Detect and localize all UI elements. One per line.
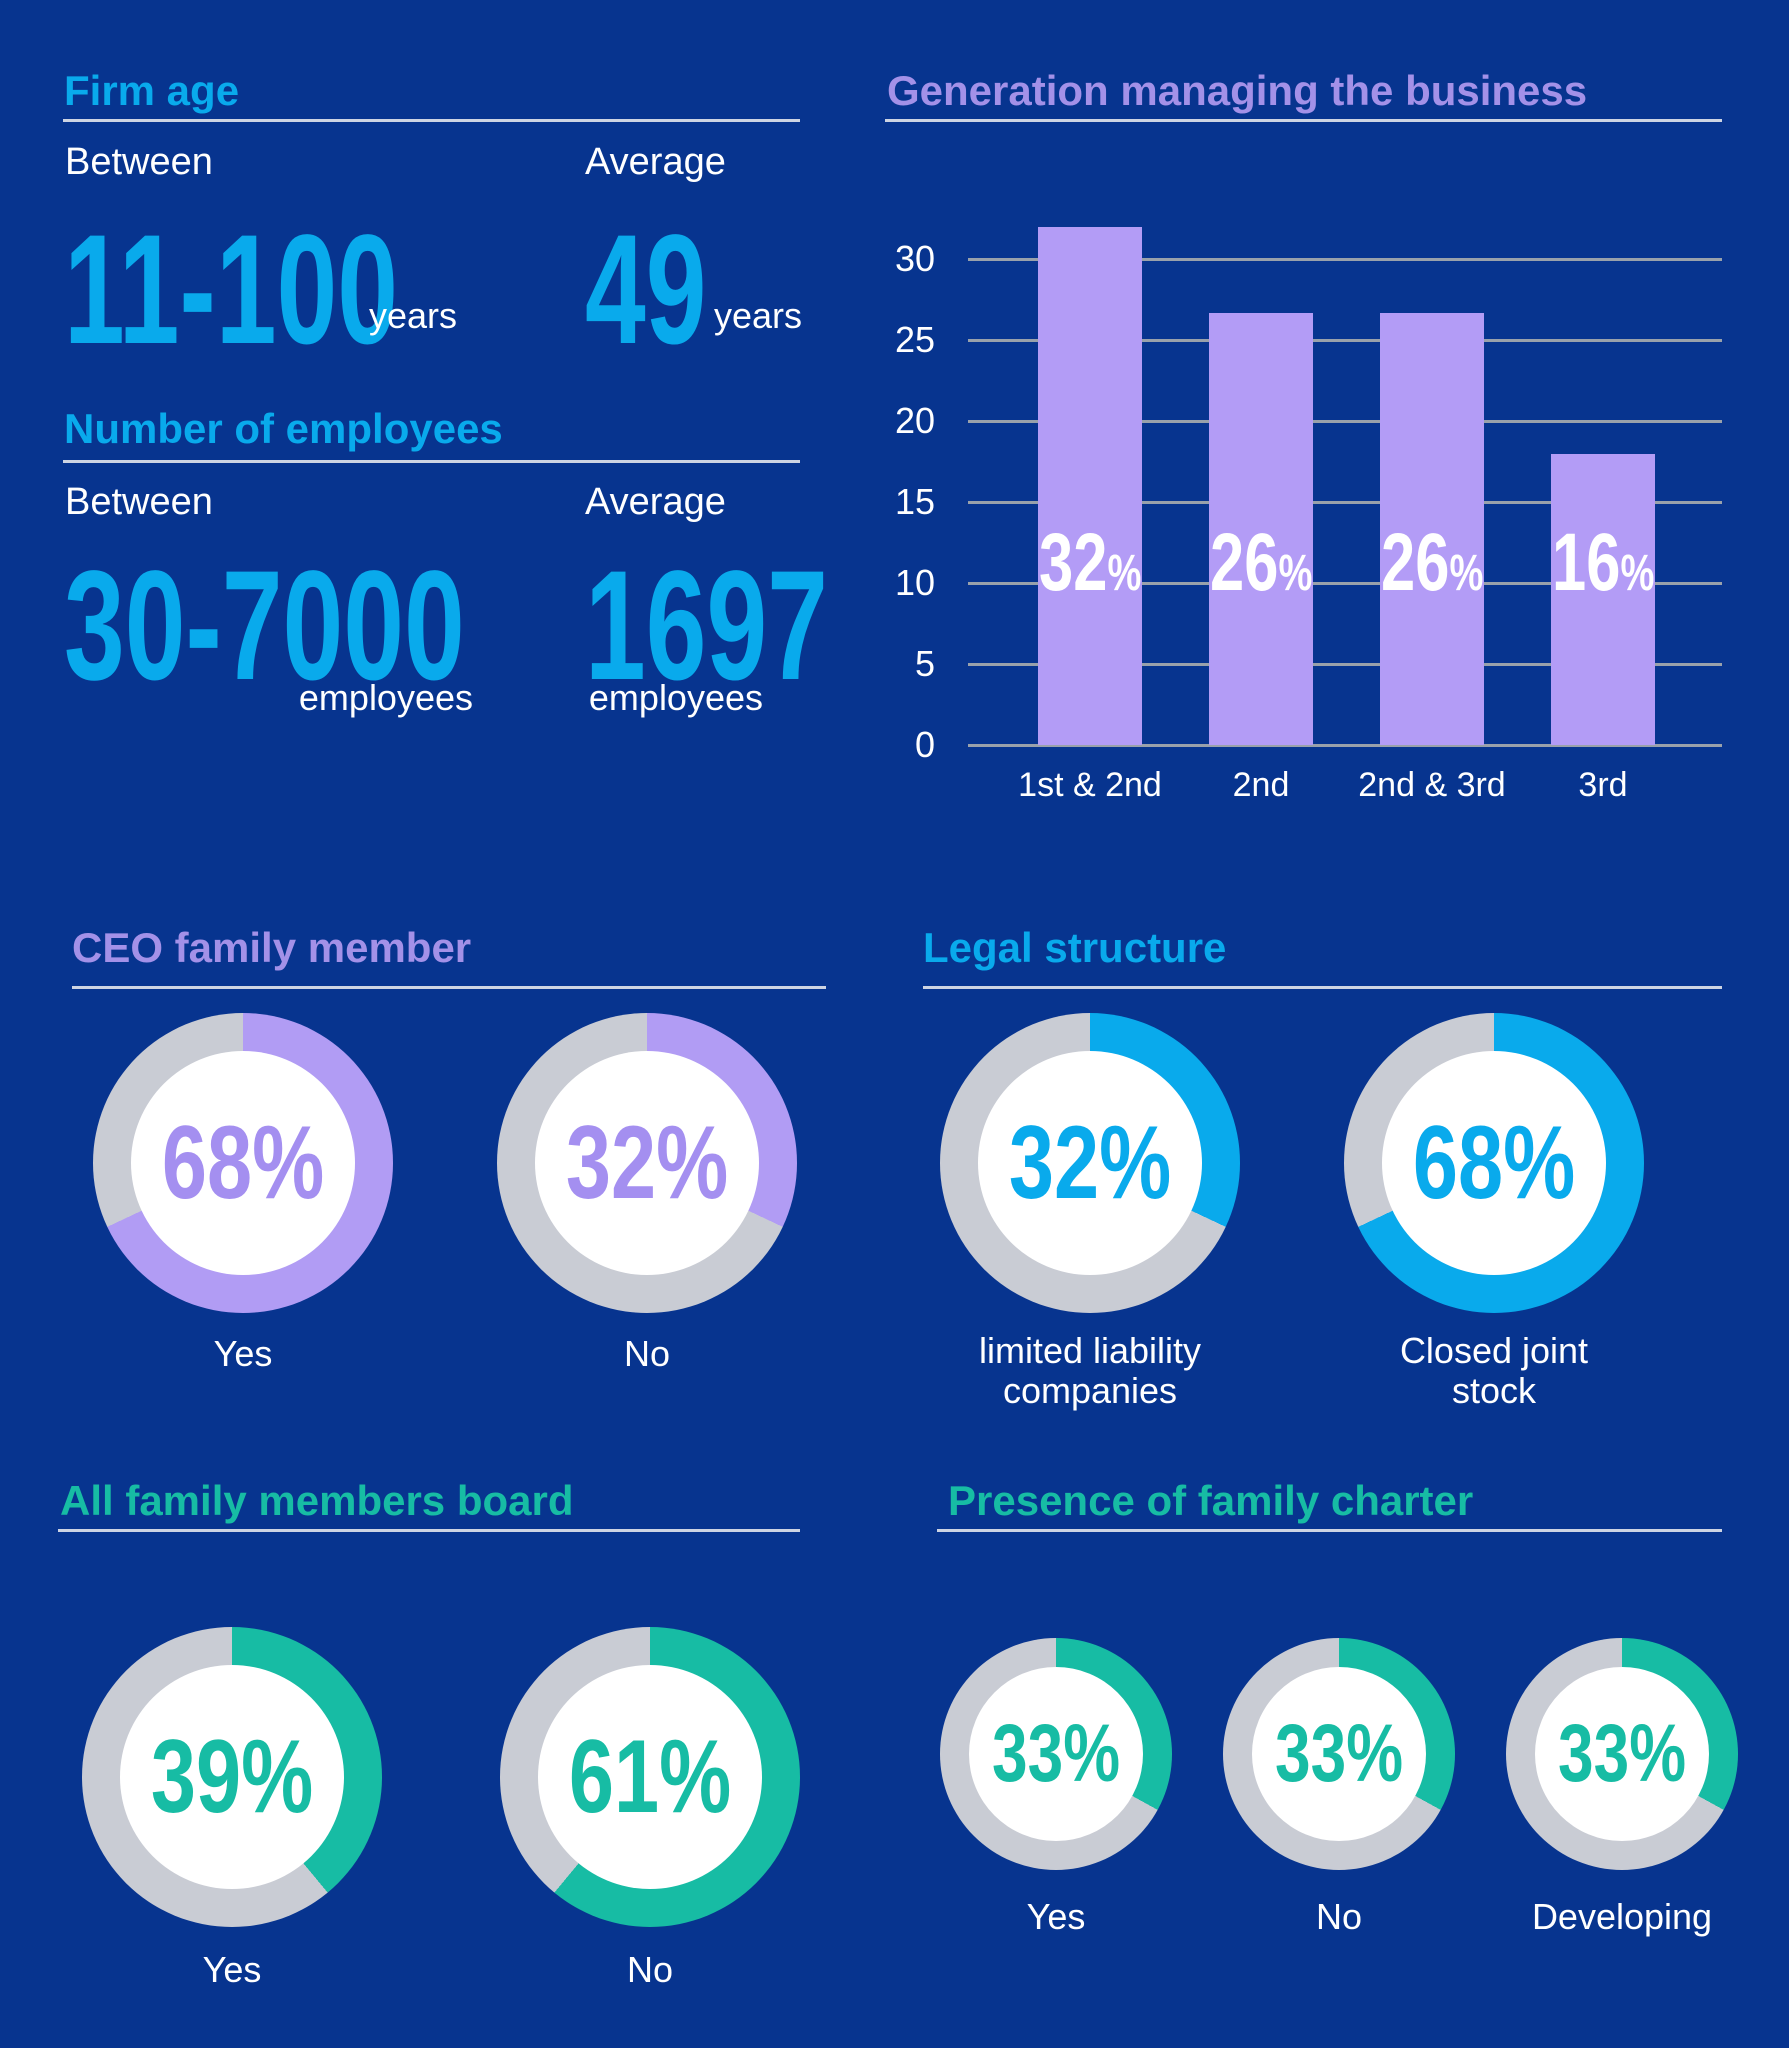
firm-age-title: Firm age (64, 67, 240, 114)
bar-value-label: 16% (1513, 522, 1693, 604)
donut-percent: 33% (940, 1638, 1172, 1870)
employees-divider (63, 460, 800, 463)
bar-chart-title: Generation managing the business (887, 67, 1588, 114)
bar-3rd (1551, 454, 1655, 745)
donut-label: Closed joint stock (1399, 1330, 1589, 1411)
gridline-30 (968, 258, 1722, 261)
y-tick-0: 0 (914, 724, 935, 765)
donut-percent: 68% (93, 1013, 393, 1313)
bar-2nd (1209, 313, 1313, 745)
ceo-family-member-title: CEO family member (72, 924, 472, 971)
y-tick-10: 10 (894, 562, 935, 603)
donut-hole (131, 1051, 355, 1275)
donut-percent: 68% (1344, 1013, 1644, 1313)
x-label-1st & 2nd: 1st & 2nd (1018, 766, 1162, 804)
donut-hole (538, 1665, 762, 1889)
donut-label: Yes (202, 1949, 262, 1990)
donut-percent-text: 32% (565, 1105, 729, 1221)
donut-hole (1535, 1667, 1709, 1841)
y-tick-15: 15 (894, 481, 935, 522)
employees-average-suffix: employees (588, 677, 763, 718)
ceo-family-member-divider (72, 986, 826, 989)
donut-hole (120, 1665, 344, 1889)
donut-label: Developing (1531, 1896, 1713, 1937)
bar-1st & 2nd (1038, 227, 1142, 745)
donut-label: No (1315, 1896, 1363, 1937)
donut-percent-text: 39% (150, 1719, 314, 1835)
family-charter-divider (937, 1529, 1722, 1532)
bar-2nd & 3rd (1380, 313, 1484, 745)
employees-average-value: 1697 (585, 539, 828, 713)
donut-hole (1252, 1667, 1426, 1841)
donut-percent-text: 61% (568, 1719, 732, 1835)
donut-label: No (626, 1949, 674, 1990)
bar-value-label: 26% (1342, 522, 1522, 604)
gridline-5 (968, 663, 1722, 666)
bar-value-label: 32% (1000, 522, 1180, 604)
firm-age-between-label: Between (65, 141, 213, 183)
bar-value-text: 26% (1380, 517, 1484, 608)
firm-age-average-value: 49 (585, 203, 707, 377)
firm-age-average-suffix: years (714, 295, 803, 336)
donut-label: Yes (213, 1333, 273, 1374)
firm-age-divider (63, 119, 800, 122)
donut-label: Yes (1026, 1896, 1086, 1937)
donut-label: No (623, 1333, 671, 1374)
x-label-2nd & 3rd: 2nd & 3rd (1358, 766, 1506, 804)
bar-value-text: 32% (1038, 517, 1142, 608)
employees-title: Number of employees (64, 405, 503, 452)
x-label-3rd: 3rd (1578, 766, 1628, 804)
bar-value-text: 16% (1551, 517, 1655, 608)
employees-average-label: Average (585, 481, 726, 523)
gridline-15 (968, 501, 1722, 504)
donut-hole (969, 1667, 1143, 1841)
y-tick-20: 20 (894, 400, 935, 441)
bar-value-label: 26% (1171, 522, 1351, 604)
y-tick-30: 30 (894, 238, 935, 279)
donut-hole (1382, 1051, 1606, 1275)
gridline-0 (968, 744, 1722, 747)
donut-label: limited liability companies (978, 1330, 1202, 1411)
donut-percent-text: 33% (991, 1708, 1121, 1799)
firm-age-average-label: Average (585, 141, 726, 183)
legal-structure-title: Legal structure (923, 924, 1227, 971)
firm-age-between-suffix: years (369, 295, 458, 336)
donut-percent: 39% (82, 1627, 382, 1927)
donut-percent-text: 32% (1008, 1105, 1172, 1221)
donut-hole (535, 1051, 759, 1275)
bar-value-text: 26% (1209, 517, 1313, 608)
employees-between-value: 30-7000 (64, 539, 465, 713)
x-label-2nd: 2nd (1232, 766, 1290, 804)
y-tick-5: 5 (914, 643, 935, 684)
donut-percent-text: 33% (1557, 1708, 1687, 1799)
donut-percent: 32% (940, 1013, 1240, 1313)
gridline-20 (968, 420, 1722, 423)
family-members-board-title: All family members board (60, 1477, 574, 1524)
y-tick-25: 25 (894, 319, 935, 360)
firm-age-between-value: 11-100 (64, 203, 398, 377)
donut-percent-text: 68% (1412, 1105, 1576, 1221)
donut-percent: 33% (1506, 1638, 1738, 1870)
gridline-10 (968, 582, 1722, 585)
legal-structure-divider (923, 986, 1722, 989)
gridline-25 (968, 339, 1722, 342)
donut-percent: 61% (500, 1627, 800, 1927)
donut-percent-text: 33% (1274, 1708, 1404, 1799)
donut-percent: 32% (497, 1013, 797, 1313)
employees-between-label: Between (65, 481, 213, 523)
employees-between-suffix: employees (298, 677, 473, 718)
donut-hole (978, 1051, 1202, 1275)
family-members-board-divider (58, 1529, 800, 1532)
donut-percent: 33% (1223, 1638, 1455, 1870)
donut-percent-text: 68% (161, 1105, 325, 1221)
bar-chart-divider (885, 119, 1722, 122)
family-charter-title: Presence of family charter (948, 1477, 1474, 1524)
